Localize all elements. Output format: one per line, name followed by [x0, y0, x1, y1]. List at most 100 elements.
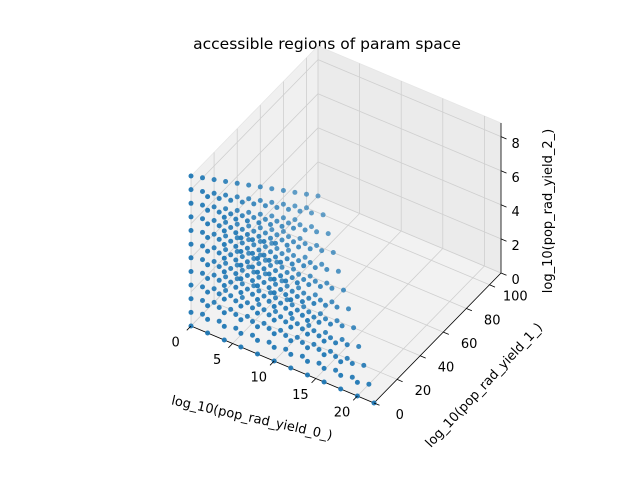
- y-tick-label: 100: [503, 290, 528, 305]
- data-point: [338, 372, 344, 378]
- data-point: [205, 194, 211, 200]
- data-point: [239, 199, 245, 205]
- x-tick-label: 15: [292, 388, 309, 403]
- y-tick-mark: [466, 308, 473, 312]
- data-point: [268, 249, 273, 255]
- data-point: [294, 321, 300, 327]
- data-point: [223, 179, 229, 184]
- data-point: [205, 316, 211, 322]
- data-point: [271, 290, 277, 296]
- data-point: [317, 284, 323, 289]
- data-point: [274, 259, 280, 265]
- data-point: [323, 316, 328, 322]
- data-point: [294, 307, 300, 313]
- data-point: [273, 254, 278, 260]
- data-point: [305, 318, 310, 323]
- data-point: [188, 228, 194, 233]
- data-point: [288, 338, 294, 344]
- data-point: [321, 352, 327, 358]
- data-point: [346, 306, 351, 312]
- data-point: [188, 200, 194, 206]
- z-tick-mark: [500, 238, 507, 242]
- data-point: [305, 358, 310, 364]
- data-point: [261, 280, 267, 285]
- data-point: [312, 292, 318, 298]
- axis-lines: [190, 123, 502, 404]
- data-point: [221, 323, 227, 329]
- data-point: [296, 244, 302, 250]
- data-point: [216, 318, 222, 324]
- data-point: [266, 257, 272, 263]
- data-point: [256, 302, 262, 307]
- data-point: [306, 282, 312, 288]
- data-point: [307, 260, 313, 265]
- data-point: [283, 319, 289, 325]
- data-point: [269, 213, 275, 219]
- data-point: [302, 254, 308, 260]
- z-tick-mark: [500, 272, 507, 276]
- data-point: [188, 282, 194, 288]
- data-point: [221, 242, 227, 247]
- data-point: [338, 359, 344, 365]
- data-point: [366, 381, 372, 387]
- data-point: [234, 262, 240, 268]
- data-point: [211, 177, 217, 183]
- data-point: [256, 247, 262, 253]
- data-point: [266, 298, 272, 304]
- data-point: [200, 229, 205, 235]
- data-point: [291, 253, 296, 258]
- grid-line-z-side: [190, 93, 319, 224]
- data-point: [205, 262, 211, 268]
- data-point: [309, 224, 314, 230]
- data-point: [200, 311, 205, 317]
- data-point: [296, 258, 302, 264]
- data-point: [269, 199, 275, 205]
- data-point: [268, 222, 273, 227]
- data-point: [223, 233, 229, 239]
- data-point: [261, 293, 267, 299]
- data-point: [286, 247, 291, 253]
- data-point: [311, 301, 317, 306]
- data-point: [246, 196, 252, 202]
- data-point: [205, 221, 211, 227]
- data-point: [216, 264, 222, 270]
- data-point: [309, 210, 314, 216]
- data-point: [304, 191, 309, 197]
- data-point: [333, 354, 339, 359]
- data-point: [233, 325, 239, 331]
- grid-line-z-side: [190, 127, 319, 259]
- data-point: [255, 256, 260, 261]
- data-point: [261, 239, 267, 244]
- data-point: [233, 243, 239, 249]
- data-point: [278, 300, 284, 306]
- x-tick-mark: [228, 343, 233, 349]
- data-point: [273, 281, 278, 287]
- data-point: [211, 286, 217, 292]
- data-point: [349, 374, 355, 380]
- data-point: [279, 278, 285, 284]
- data-point: [221, 228, 227, 234]
- data-point: [223, 206, 229, 212]
- data-point: [301, 290, 307, 296]
- data-point: [335, 268, 341, 274]
- z-tick-mark: [500, 204, 507, 208]
- data-point: [244, 273, 250, 278]
- data-point: [188, 241, 194, 247]
- data-point: [188, 255, 194, 261]
- y-tick-label: 80: [484, 313, 501, 328]
- data-point: [261, 252, 267, 258]
- data-point: [299, 326, 305, 332]
- data-point: [320, 212, 326, 218]
- data-point: [200, 257, 205, 263]
- data-point: [255, 324, 260, 330]
- grid-lines: [190, 46, 502, 404]
- data-point: [307, 246, 313, 252]
- data-point: [294, 280, 300, 286]
- z-tick-mark: [500, 170, 507, 174]
- y-tick-label: 40: [438, 361, 455, 376]
- data-point: [317, 297, 323, 303]
- data-point: [274, 218, 280, 224]
- grid-line-z-back: [317, 195, 502, 274]
- data-point: [325, 231, 331, 237]
